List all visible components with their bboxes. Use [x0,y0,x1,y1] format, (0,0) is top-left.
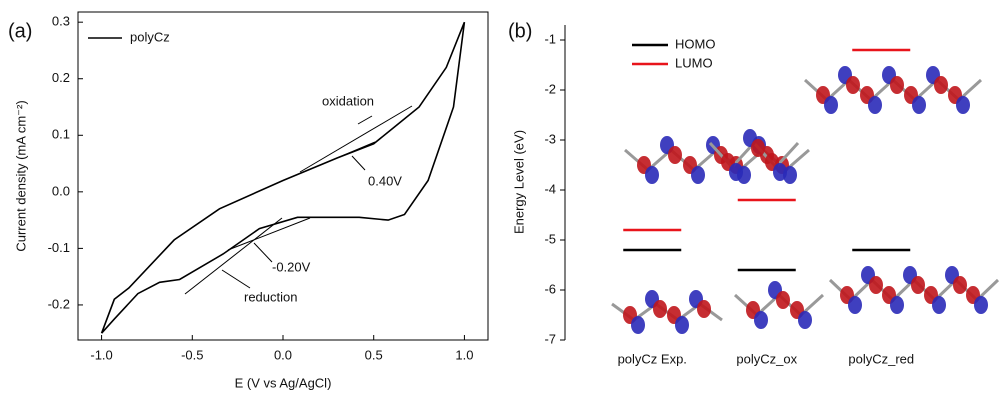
orbital-lobe [974,296,988,314]
orbital-lobe [912,96,926,114]
x-category-label: polyCz Exp. [618,351,687,366]
orbital-lobe [697,300,711,318]
y-tick-label: 0.0 [52,183,70,198]
orbital-lobe [631,316,645,334]
orbital-lobe [691,166,705,184]
orbital-lobe [932,296,946,314]
legend-label: polyCz [130,29,170,44]
orbital-lobe [754,311,768,329]
annotation: 0.40V [368,173,402,188]
y-tick-label: -4 [544,181,556,196]
orbital-lobe [956,96,970,114]
orbital-lobe [675,316,689,334]
orbital-lobe [776,291,790,309]
y-tick-label: -3 [544,131,556,146]
y-tick-label: -7 [544,331,556,346]
orbital-lobe [846,76,860,94]
orbital-lobe [953,276,967,294]
figure: (a) (b) E (V vs Ag/AgCl) Current density… [0,0,1008,394]
y-tick-label: -2 [544,81,556,96]
x-tick-label: 0.5 [365,347,383,362]
orbital-lobe [868,96,882,114]
y-tick-label: -0.1 [48,240,70,255]
orbital-lobe [890,76,904,94]
orbital-lobe [890,296,904,314]
x-axis-label: E (V vs Ag/AgCl) [235,375,332,390]
orbital-lobe [911,276,925,294]
molecule-images [612,66,998,334]
x-tick-label: 0.0 [274,347,292,362]
orbital-lobe [729,163,743,181]
panel-label: (b) [508,20,532,42]
orbital-lobe [653,300,667,318]
orbital-lobe [773,163,787,181]
y-tick-label: -6 [544,281,556,296]
y-axis-label: Energy Level (eV) [511,130,526,234]
orbital-lobe [751,139,765,157]
annotation: -0.20V [272,259,311,274]
orbital-lobe [824,96,838,114]
y-tick-label: 0.1 [52,127,70,142]
y-tick-label: -1 [544,31,556,46]
cv-curve [102,22,465,333]
y-tick-label: 0.3 [52,14,70,29]
panel-label: (a) [8,20,32,42]
x-tick-label: -1.0 [90,347,112,362]
x-tick-label: -0.5 [181,347,203,362]
y-axis-label: Current density (mA cm⁻²) [13,100,28,251]
orbital-lobe [934,76,948,94]
y-tick-label: 0.2 [52,70,70,85]
annotation: oxidation [322,93,374,108]
x-tick-label: 1.0 [455,347,473,362]
orbital-lobe [869,276,883,294]
y-tick-label: -5 [544,231,556,246]
x-category-label: polyCz_ox [736,351,797,366]
legend-label: HOMO [675,36,715,51]
annotation: reduction [244,289,297,304]
y-tick-label: -0.2 [48,296,70,311]
legend-label: LUMO [675,55,713,70]
orbital-lobe [645,166,659,184]
orbital-lobe [798,311,812,329]
x-category-label: polyCz_red [848,351,914,366]
orbital-lobe [848,296,862,314]
orbital-lobe [668,146,682,164]
